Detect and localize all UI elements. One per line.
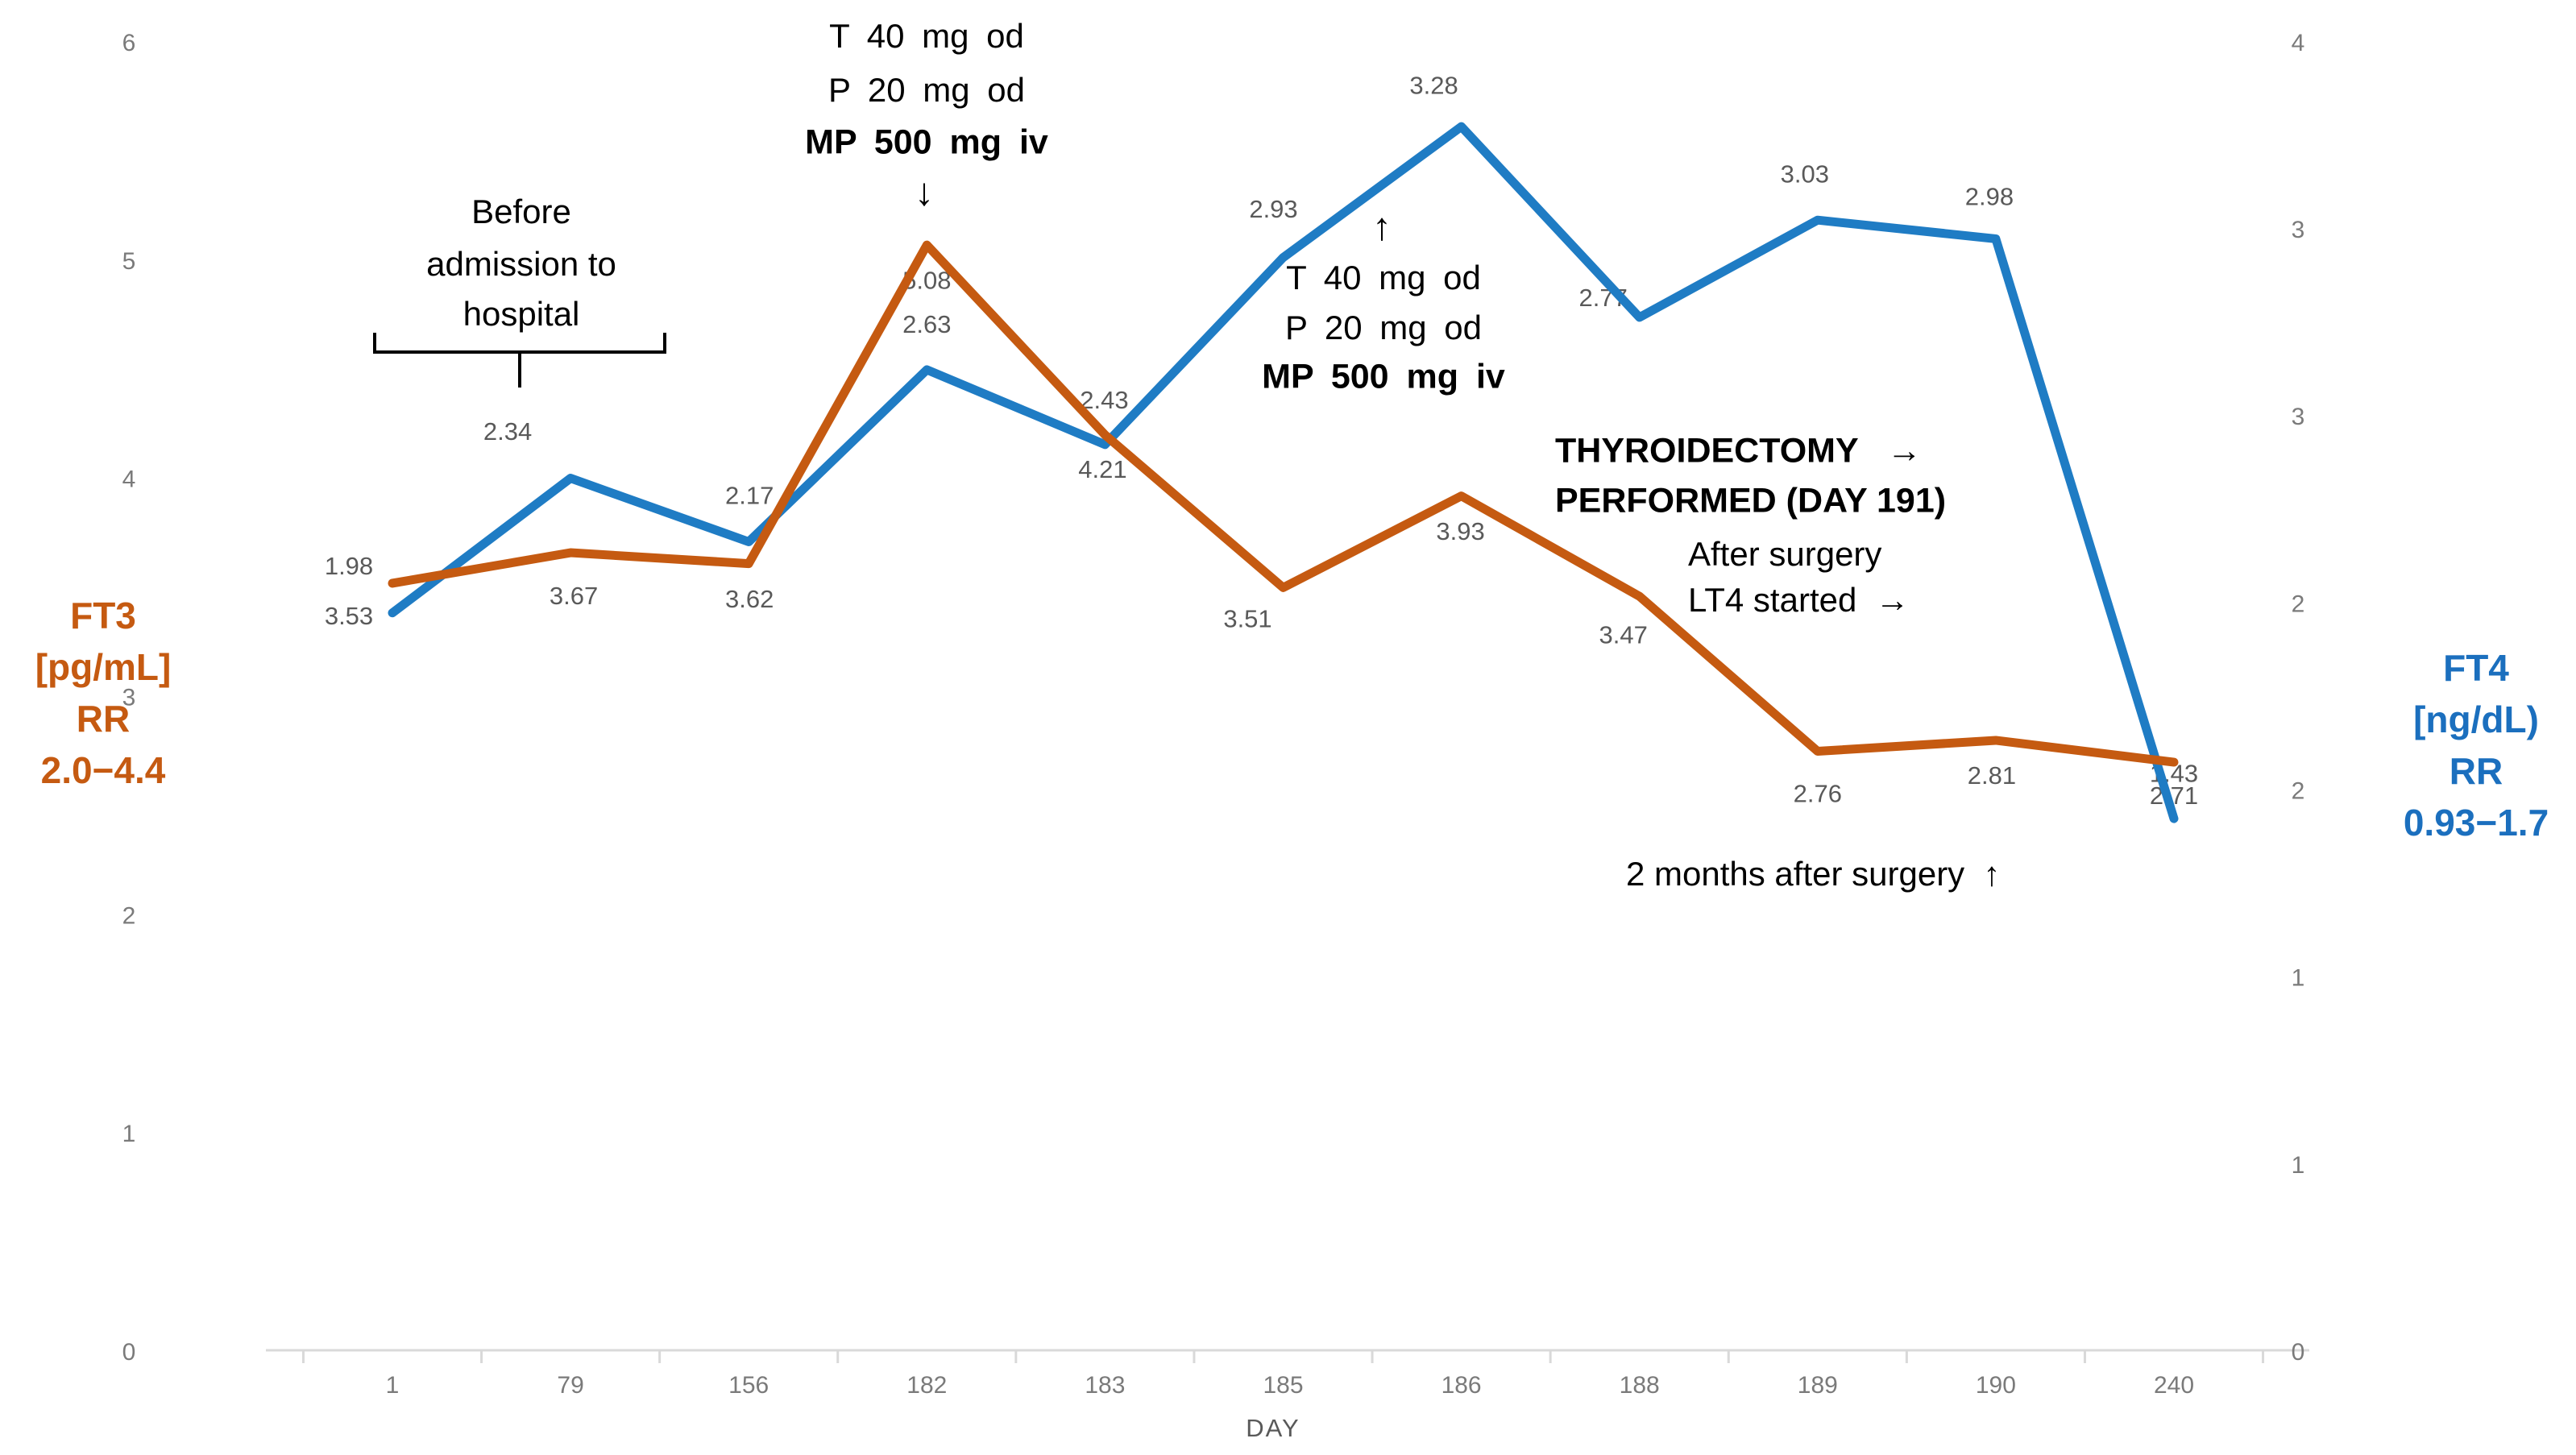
annotation-before-line3: hospital [463, 294, 580, 333]
up-arrow-icon: ↑ [1372, 205, 1392, 249]
ft4-value-label-1: 1.98 [325, 552, 373, 580]
bracket-path [373, 333, 666, 388]
right-axis-tick-label-6: 3 [2292, 217, 2305, 243]
left-axis-tick-label-2: 2 [122, 902, 136, 929]
ft4-value-label-190: 2.98 [1965, 183, 2014, 211]
ft4-value-label-183: 2.43 [1080, 386, 1128, 414]
x-tick-label-1: 1 [386, 1372, 400, 1399]
left-axis-tick-label-1: 1 [122, 1121, 136, 1147]
ft3-value-label-183: 4.21 [1078, 455, 1126, 483]
annotation-med2-line3: MP 500 mg iv [1262, 357, 1505, 396]
right-axis-tick-label-0: 0 [2292, 1339, 2305, 1366]
annotation-before-line1: Before [471, 192, 571, 230]
x-tick-label-189: 189 [1798, 1372, 1838, 1399]
annotation-after-surgery-line1: After surgery [1688, 534, 1882, 573]
right-axis-tick-label-4: 2 [2292, 591, 2305, 617]
x-tick-label-190: 190 [1976, 1372, 2016, 1399]
left-axis-title-line4: 2.0−4.4 [40, 749, 166, 791]
left-axis-title-line3: RR [76, 698, 131, 740]
x-tick-label-188: 188 [1620, 1372, 1660, 1399]
x-tick-label-185: 185 [1263, 1372, 1303, 1399]
left-axis-tick-label-5: 5 [122, 248, 136, 275]
right-axis-tick-label-7: 4 [2292, 30, 2305, 56]
ft4-value-label-182: 2.63 [902, 310, 951, 338]
ft4-value-label-156: 2.17 [725, 482, 774, 510]
right-axis-tick-label-1: 1 [2292, 1152, 2305, 1179]
x-tick-label-240: 240 [2154, 1372, 2194, 1399]
right-axis-title-line4: 0.93−1.7 [2403, 802, 2549, 844]
ft4-value-label-185: 2.93 [1249, 195, 1297, 223]
right-axis-tick-label-5: 3 [2292, 404, 2305, 430]
left-axis-title-line2: [pg/mL] [35, 646, 172, 688]
annotation-med2-line1: T 40 mg od [1286, 258, 1481, 296]
left-axis-title-line1: FT3 [70, 595, 136, 636]
ft4-line [388, 122, 2179, 823]
left-axis-tick-label-6: 6 [122, 30, 136, 56]
right-axis-title-line1: FT4 [2443, 647, 2509, 689]
annotation-thyroidectomy-line2: PERFORMED (DAY 191) [1555, 481, 1947, 520]
ft4-value-label-79: 2.34 [483, 417, 532, 446]
annotation-med1-line2: P 20 mg od [828, 70, 1026, 109]
down-arrow-icon: ↓ [915, 171, 934, 214]
ft3-value-label-79: 3.67 [550, 582, 598, 610]
x-tick-label-183: 183 [1085, 1372, 1125, 1399]
left-axis-tick-label-0: 0 [122, 1339, 136, 1366]
ft3-value-label-189: 2.76 [1794, 780, 1842, 808]
ft3-value-label-156: 3.62 [725, 585, 774, 613]
x-tick-label-186: 186 [1441, 1372, 1482, 1399]
annotation-after-surgery-line2: LT4 started → [1688, 580, 1910, 619]
ft3-value-label-1: 3.53 [325, 602, 373, 630]
right-axis-title: FT4 [ng/dL) RR 0.93−1.7 [2404, 642, 2549, 848]
annotation-two-months: 2 months after surgery ↑ [1626, 854, 2001, 893]
ft3-value-label-185: 3.51 [1223, 605, 1271, 633]
x-tick-label-79: 79 [557, 1372, 583, 1399]
ft4-value-label-186: 3.28 [1409, 71, 1458, 99]
annotation-med1-line3: MP 500 mg iv [805, 122, 1048, 162]
left-axis-tick-label-3: 3 [122, 684, 136, 711]
ft3-value-label-186: 3.93 [1436, 517, 1484, 545]
annotation-med2-line2: P 20 mg od [1284, 308, 1483, 346]
ft3-value-label-190: 2.81 [1968, 761, 2016, 790]
x-tick-label-182: 182 [906, 1372, 947, 1399]
right-axis-tick-label-2: 1 [2292, 965, 2305, 992]
x-tick-label-156: 156 [728, 1372, 769, 1399]
annotation-before-line2: admission to [426, 244, 616, 283]
ft3-line [388, 240, 2179, 767]
before-admission-bracket [373, 333, 666, 388]
ft3-value-label-188: 3.47 [1599, 620, 1648, 649]
right-axis-title-line3: RR [2449, 750, 2503, 792]
right-axis-title-line2: [ng/dL) [2413, 698, 2539, 740]
left-axis-title: FT3 [pg/mL] RR 2.0−4.4 [35, 590, 172, 796]
left-axis-tick-label-4: 4 [122, 466, 136, 493]
annotation-thyroidectomy-line1: THYROIDECTOMY → [1555, 431, 1922, 470]
right-axis-tick-label-3: 2 [2292, 777, 2305, 804]
ft4-value-label-189: 3.03 [1781, 160, 1829, 188]
x-axis-title: DAY [1246, 1414, 1300, 1442]
annotation-med1-line1: T 40 mg od [829, 16, 1024, 55]
